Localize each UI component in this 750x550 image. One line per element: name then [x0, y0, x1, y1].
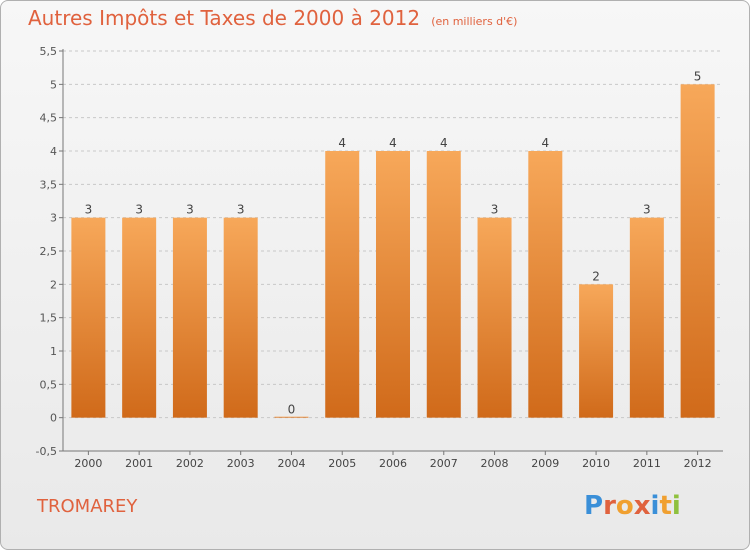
bar	[274, 416, 309, 418]
data-label: 3	[237, 203, 245, 217]
y-tick-label: 3	[50, 212, 57, 225]
y-tick-label: 3,5	[40, 178, 58, 191]
y-tick-label: 0,5	[40, 378, 58, 391]
bar	[325, 151, 360, 418]
x-tick-label: 2005	[328, 457, 356, 470]
data-label: 4	[389, 136, 397, 150]
y-tick-label: 2,5	[40, 245, 58, 258]
y-tick-label: 4,5	[40, 112, 58, 125]
bar	[376, 151, 410, 418]
data-label: 4	[541, 136, 549, 150]
chart-subtitle: (en milliers d'€)	[431, 15, 518, 28]
y-tick-label: 5	[50, 78, 57, 91]
data-label: 4	[338, 136, 346, 150]
data-label: 3	[186, 203, 194, 217]
bars	[71, 84, 715, 418]
bar	[579, 284, 614, 418]
bar	[426, 151, 461, 418]
data-label: 3	[135, 203, 143, 217]
x-tick-label: 2002	[176, 457, 204, 470]
data-label: 3	[85, 203, 93, 217]
bar	[477, 217, 512, 418]
x-tick-label: 2006	[379, 457, 407, 470]
x-tick-label: 2007	[430, 457, 458, 470]
chart-title: Autres Impôts et Taxes de 2000 à 2012	[28, 6, 421, 30]
logo-letter: i	[671, 491, 681, 521]
logo-letter: t	[659, 491, 672, 521]
y-tick-label: 1	[50, 345, 57, 358]
data-label: 4	[440, 136, 448, 150]
y-tick-label: -0,5	[36, 445, 57, 458]
y-tick-label: 2	[50, 278, 57, 291]
data-label: 2	[592, 269, 600, 283]
bar	[223, 217, 258, 418]
title-row: Autres Impôts et Taxes de 2000 à 2012 (e…	[28, 6, 517, 30]
x-tick-label: 2010	[582, 457, 610, 470]
data-label: 0	[288, 403, 296, 417]
logo-letter: i	[650, 491, 660, 521]
logo-letter: o	[615, 491, 634, 521]
x-tick-label: 2011	[633, 457, 661, 470]
data-label: 3	[643, 203, 651, 217]
bar	[680, 84, 715, 418]
logo-letter: r	[603, 491, 616, 521]
commune-name: TROMAREY	[37, 496, 138, 517]
data-label: 3	[491, 203, 499, 217]
y-tick-label: 1,5	[40, 312, 58, 325]
bar	[528, 151, 563, 418]
x-tick-label: 2009	[531, 457, 559, 470]
x-tick-label: 2004	[277, 457, 305, 470]
bar	[172, 217, 207, 418]
proxiti-logo[interactable]: Proxiti	[584, 491, 681, 521]
bar	[71, 217, 106, 418]
bar	[629, 217, 664, 418]
x-tick-label: 2000	[74, 457, 102, 470]
x-tick-label: 2008	[481, 457, 509, 470]
y-tick-label: 4	[50, 145, 57, 158]
bar	[122, 217, 157, 418]
x-tick-label: 2001	[125, 457, 153, 470]
x-tick-label: 2003	[227, 457, 255, 470]
logo-letter: P	[584, 491, 604, 521]
data-label: 5	[694, 69, 702, 83]
x-tick-label: 2012	[684, 457, 712, 470]
y-tick-label: 0	[50, 412, 57, 425]
axes	[59, 49, 723, 455]
labels: -0,500,511,522,533,544,555,5200032001320…	[36, 45, 712, 470]
y-tick-label: 5,5	[40, 45, 58, 58]
logo-letter: x	[633, 491, 651, 521]
